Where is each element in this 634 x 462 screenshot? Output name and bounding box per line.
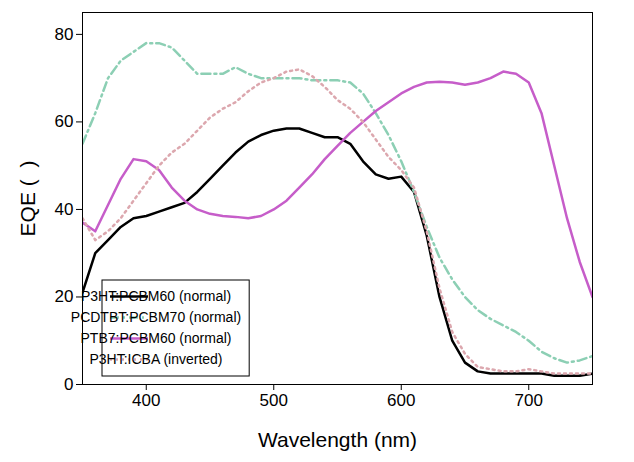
svg-text:PTB7:PCBM60 (normal): PTB7:PCBM60 (normal)	[81, 330, 232, 346]
svg-text:EQE ( ): EQE ( )	[16, 161, 39, 237]
svg-text:60: 60	[55, 112, 74, 131]
svg-text:40: 40	[55, 200, 74, 219]
svg-text:Wavelength (nm): Wavelength (nm)	[258, 428, 417, 451]
svg-text:P3HT:PCBM60 (normal): P3HT:PCBM60 (normal)	[81, 288, 231, 304]
svg-text:PCDTBT:PCBM70 (normal): PCDTBT:PCBM70 (normal)	[71, 309, 241, 325]
svg-text:P3HT:ICBA (inverted): P3HT:ICBA (inverted)	[89, 351, 222, 367]
svg-text:600: 600	[387, 391, 415, 410]
svg-text:20: 20	[55, 287, 74, 306]
svg-text:500: 500	[260, 391, 288, 410]
svg-text:80: 80	[55, 25, 74, 44]
svg-text:400: 400	[132, 391, 160, 410]
svg-text:700: 700	[515, 391, 543, 410]
svg-text:0: 0	[64, 375, 73, 394]
